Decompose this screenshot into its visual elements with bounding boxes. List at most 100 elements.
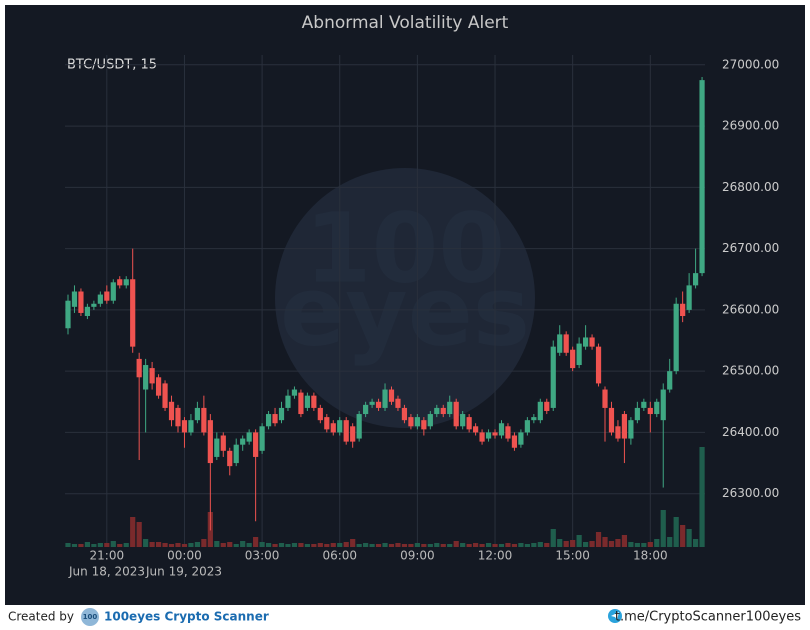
volume-bar [492,544,498,547]
volume-bar [621,535,628,547]
telegram-glyph [611,612,619,620]
x-tick-label: 09:00 [400,549,435,563]
volume-bar [692,539,699,547]
volume-bar [421,544,427,547]
candle-body [324,417,330,430]
chart-title: Abnormal Volatility Alert [302,13,509,33]
candle-body [123,279,129,286]
volume-bar [382,543,388,547]
candle-body [414,417,420,427]
candle-body [401,407,408,421]
volume-bar [686,529,692,547]
volume-bar [699,447,705,547]
volume-bar [557,539,563,547]
volume-bar [673,517,679,547]
volume-bar [298,543,304,547]
volume-bar [485,543,492,547]
volume-bar [466,544,472,547]
candle-body [194,407,200,421]
volume-bar [304,544,310,547]
volume-bar [667,537,673,547]
candle-body [440,407,446,415]
candle-body [421,420,427,430]
volume-bar [401,544,408,547]
volume-bar [511,544,518,547]
candle-body [188,420,194,433]
volume-bar [175,543,181,547]
candle-body [278,407,285,421]
candle-body [647,407,653,415]
volume-bar [628,542,634,547]
volume-bar [479,544,485,547]
footer-link[interactable]: t.me/CryptoScanner100eyes [615,610,801,625]
volume-bar [408,544,414,547]
x-tick-label: 12:00 [478,549,513,563]
date-label: Jun 18, 2023 [68,565,145,579]
candle-body [65,300,71,329]
candle-body [265,414,272,427]
candle-body [570,349,576,369]
y-tick-label: 26600.00 [722,302,779,316]
x-tick-label: 21:00 [90,549,125,563]
candle-body [498,423,505,436]
volume-bar [369,544,375,547]
volume-bar [427,544,433,547]
candle-body [233,444,239,464]
candle-body [78,291,84,313]
candle-body [686,285,692,310]
candle-body [388,389,395,402]
footer-created-by: Created by [8,610,74,624]
candle-body [143,365,149,390]
volume-bar [291,543,298,547]
candle-body [473,426,479,433]
candle-body [363,404,369,415]
candle-body [660,389,666,421]
volume-bar [544,543,550,547]
candle-body [602,389,608,408]
candle-body [97,294,103,304]
volume-bar [285,544,291,547]
candle-body [557,334,563,353]
volume-bar [233,544,239,547]
candle-body [460,414,466,427]
volume-bar [162,543,168,547]
volume-bar [84,542,91,547]
volume-bar [602,537,608,547]
candle-body [343,420,349,442]
candle-body [641,401,647,408]
volume-bar [350,539,356,547]
footer-logo-text: 100 [83,613,98,621]
volume-bar [155,542,162,547]
candle-body [272,414,278,424]
candle-body [576,343,582,366]
candle-body [621,414,628,439]
volume-bar [265,543,272,547]
volume-bar [181,544,188,547]
volume-bar [343,542,349,547]
y-tick-label: 26400.00 [722,425,779,439]
candle-body [207,420,213,464]
candle-body [518,432,524,445]
volume-bar [201,539,207,547]
volume-bar [324,544,330,547]
candle-body [240,438,246,445]
volume-bar [505,543,511,547]
candle-body [382,389,388,408]
volume-bar [531,543,537,547]
candle-body [505,426,511,439]
candle-body [447,401,453,415]
y-tick-label: 26300.00 [722,486,779,500]
candle-body [583,337,589,347]
candle-body [408,417,414,427]
volume-bar [395,543,401,547]
volume-bar [524,544,530,547]
candle-body [71,291,78,307]
candle-body [466,417,472,430]
x-tick-label: 18:00 [633,549,668,563]
footer-brand[interactable]: 100eyes Crypto Scanner [104,610,269,624]
candle-body [485,432,492,439]
volume-bar [194,542,200,547]
x-tick-label: 06:00 [322,549,357,563]
candle-body [531,417,537,421]
